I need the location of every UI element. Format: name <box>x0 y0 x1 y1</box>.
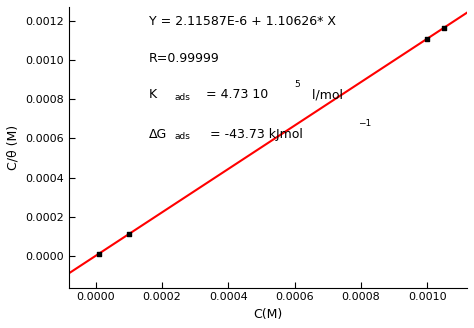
Text: −1: −1 <box>357 119 371 128</box>
Point <box>95 251 103 256</box>
Text: ads: ads <box>174 92 191 102</box>
Y-axis label: C/θ (M): C/θ (M) <box>7 125 20 170</box>
Point <box>440 25 447 31</box>
Text: R=0.99999: R=0.99999 <box>149 52 219 65</box>
Text: K: K <box>149 88 157 101</box>
Text: Y = 2.11587E-6 + 1.10626* X: Y = 2.11587E-6 + 1.10626* X <box>149 15 336 28</box>
Point <box>125 232 133 237</box>
Text: = 4.73 10: = 4.73 10 <box>206 88 269 101</box>
Text: l/mol: l/mol <box>308 88 343 101</box>
Text: = -43.73 kJmol: = -43.73 kJmol <box>206 128 303 141</box>
Text: ΔG: ΔG <box>149 128 167 141</box>
Text: 5: 5 <box>294 80 300 89</box>
Point <box>423 36 431 41</box>
X-axis label: C(M): C(M) <box>254 308 283 321</box>
Text: ads: ads <box>174 132 191 141</box>
